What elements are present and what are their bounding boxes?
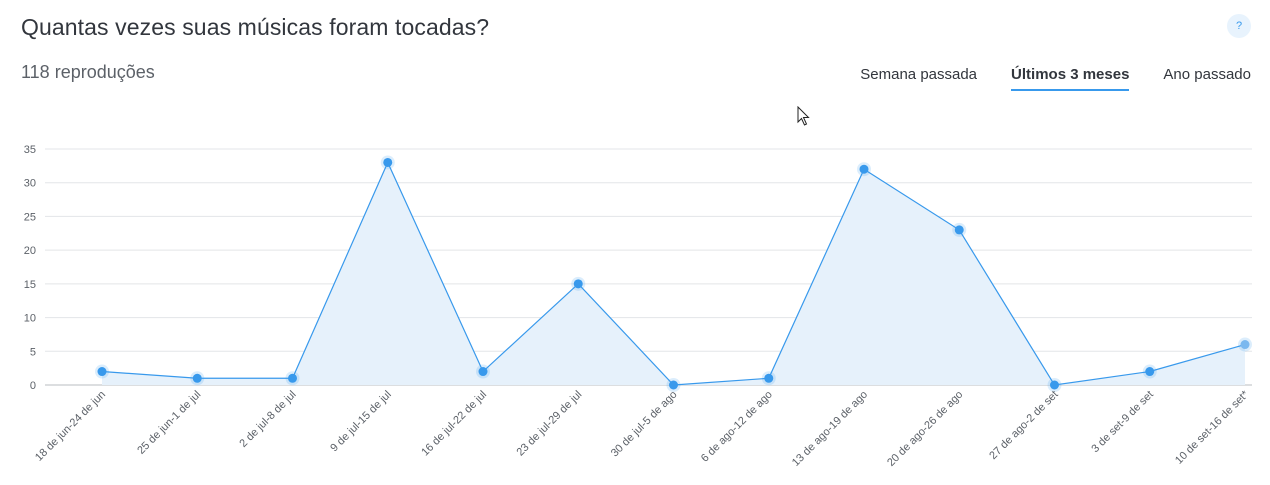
data-point[interactable] bbox=[573, 279, 583, 289]
tab-last-week[interactable]: Semana passada bbox=[860, 66, 978, 83]
data-point[interactable] bbox=[1240, 340, 1250, 350]
x-tick-label: 9 de jul-15 de jul bbox=[328, 389, 394, 455]
y-tick-label: 15 bbox=[24, 279, 36, 291]
data-point[interactable] bbox=[97, 367, 107, 377]
data-point[interactable] bbox=[288, 373, 297, 383]
y-tick-label: 35 bbox=[24, 144, 36, 156]
x-tick-label: 23 de jul-29 de jul bbox=[514, 389, 584, 459]
y-tick-label: 5 bbox=[30, 346, 36, 358]
y-tick-label: 10 bbox=[24, 313, 36, 325]
area-fill bbox=[102, 162, 1245, 385]
x-tick-label: 30 de jul-5 de ago bbox=[609, 389, 680, 460]
data-point[interactable] bbox=[1050, 380, 1059, 390]
tab-last-3-months[interactable]: Últimos 3 meses bbox=[1011, 66, 1130, 91]
y-tick-label: 30 bbox=[24, 178, 36, 190]
y-tick-label: 0 bbox=[30, 380, 36, 392]
x-tick-label: 13 de ago-19 de ago bbox=[790, 389, 870, 469]
data-point[interactable] bbox=[192, 373, 202, 383]
data-point[interactable] bbox=[954, 225, 964, 235]
x-tick-label: 6 de ago-12 de ago bbox=[699, 389, 775, 465]
data-point[interactable] bbox=[669, 380, 678, 390]
x-tick-label: 25 de jun-1 de jul bbox=[135, 389, 203, 457]
y-tick-label: 25 bbox=[24, 211, 36, 223]
x-tick-label: 3 de set-9 de set bbox=[1089, 389, 1155, 455]
x-tick-label: 18 de jun-24 de jun bbox=[33, 389, 108, 464]
tab-last-year[interactable]: Ano passado bbox=[1163, 66, 1251, 83]
chart-title: Quantas vezes suas músicas foram tocadas… bbox=[21, 14, 490, 40]
x-tick-label: 2 de jul-8 de jul bbox=[237, 389, 298, 450]
x-tick-label: 27 de ago-2 de set bbox=[987, 389, 1060, 462]
data-point[interactable] bbox=[383, 157, 393, 167]
data-point[interactable] bbox=[859, 164, 869, 174]
data-point[interactable] bbox=[478, 367, 488, 377]
data-point[interactable] bbox=[1145, 367, 1155, 377]
x-tick-label: 10 de set-16 de set* bbox=[1173, 388, 1252, 467]
help-icon[interactable]: ? bbox=[1227, 14, 1251, 38]
mouse-cursor-icon bbox=[797, 106, 810, 126]
x-tick-label: 16 de jul-22 de jul bbox=[419, 389, 489, 459]
data-point[interactable] bbox=[764, 373, 774, 383]
period-tabs: Semana passada Últimos 3 meses Ano passa… bbox=[860, 66, 1251, 91]
x-tick-label: 20 de ago-26 de ago bbox=[885, 389, 965, 469]
y-tick-label: 20 bbox=[24, 245, 36, 257]
total-plays: 118 reproduções bbox=[21, 62, 155, 82]
